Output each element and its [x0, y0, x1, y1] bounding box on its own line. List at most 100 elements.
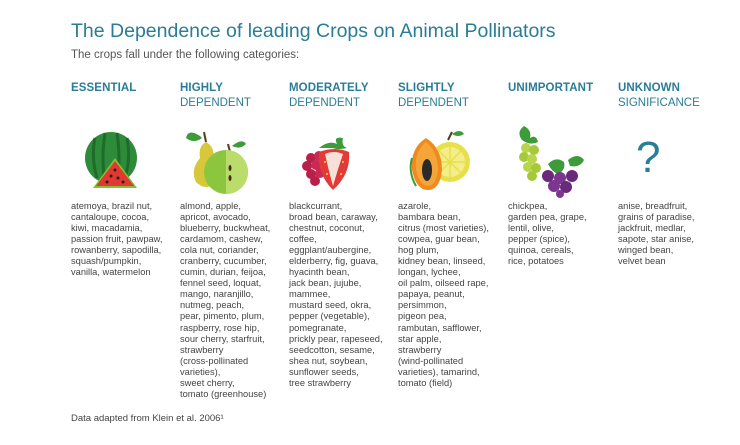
crop-line: pigeon pea,	[398, 311, 447, 322]
category-moderately-dependent: MODERATELY DEPENDENT blackcurrant, broad…	[289, 81, 397, 388]
category-essential: ESSENTIAL atemoya, brazil nut, cantaloup…	[71, 81, 179, 277]
crop-line: almond, apple,	[180, 201, 241, 211]
category-subheading: DEPENDENT	[398, 97, 469, 109]
crop-list: atemoya, brazil nut, cantaloupe, cocoa, …	[71, 201, 181, 278]
crop-line: seedcotton, sesame,	[289, 344, 375, 355]
crop-line: squash/pumpkin,	[71, 256, 142, 267]
crop-line: coffee,	[289, 234, 317, 245]
crop-line: rambutan, safflower,	[398, 322, 482, 333]
crop-line: anise, breadfruit,	[618, 201, 688, 211]
crop-line: bambara bean,	[398, 212, 461, 223]
crop-line: passion fruit, pawpaw,	[71, 234, 163, 245]
crop-line: pomegranate,	[289, 322, 347, 333]
crop-line: persimmon,	[398, 300, 447, 311]
crop-line: azarole,	[398, 201, 432, 211]
crop-line: kiwi, macadamia,	[71, 223, 143, 234]
crop-line: mango, naranjillo,	[180, 289, 254, 300]
category-heading: MODERATELY	[289, 82, 369, 94]
crop-line: quinoa, cereals,	[508, 245, 574, 256]
crop-line: strawberry	[398, 344, 442, 355]
crop-line: cantaloupe, cocoa,	[71, 212, 150, 223]
category-heading: UNKNOWN	[618, 82, 681, 94]
category-slightly-dependent: SLIGHTLY DEPENDENT azarole, bambara bean…	[398, 81, 506, 388]
crop-list: blackcurrant, broad bean, caraway, chest…	[289, 201, 399, 389]
crop-line: (wind-pollinated	[398, 355, 464, 366]
crop-line: nutmeg, peach,	[180, 300, 245, 311]
crop-line: vanilla, watermelon	[71, 267, 151, 278]
crop-line: sapote, star anise,	[618, 234, 694, 245]
crop-line: varieties),	[180, 366, 221, 377]
category-highly-dependent: HIGHLY DEPENDENT almond, apple, apricot,…	[180, 81, 288, 399]
pear-apple-icon	[186, 131, 248, 194]
crop-line: cranberry, cucumber,	[180, 256, 267, 267]
crop-list: azarole, bambara bean, citrus (most vari…	[398, 201, 508, 389]
crop-list: chickpea, garden pea, grape, lentil, oli…	[508, 201, 618, 267]
crop-line: jackfruit, medlar,	[618, 223, 686, 234]
crop-line: strawberry	[180, 344, 224, 355]
crop-line: papaya, peanut,	[398, 289, 465, 300]
question-mark-icon: ?	[636, 133, 661, 182]
category-unimportant: UNIMPORTANT chickpea, garden pea, grape,…	[508, 81, 616, 266]
crop-list: anise, breadfruit, grains of paradise, j…	[618, 201, 728, 267]
crop-line: winged bean,	[618, 245, 674, 256]
crop-list: almond, apple, apricot, avocado, blueber…	[180, 201, 290, 400]
crop-line: cumin, durian, feijoa,	[180, 267, 266, 278]
crop-line: grains of paradise,	[618, 212, 695, 223]
crop-line: tomato (field)	[398, 377, 453, 388]
page-title: The Dependence of leading Crops on Anima…	[71, 20, 556, 42]
crop-line: chestnut, coconut,	[289, 223, 365, 234]
crop-line: hog plum,	[398, 245, 439, 256]
strawberry-raspberry-icon	[302, 137, 350, 190]
crop-line: pear, pimento, plum,	[180, 311, 265, 322]
page-subtitle: The crops fall under the following categ…	[71, 49, 300, 61]
category-heading: SLIGHTLY	[398, 82, 455, 94]
crop-line: fennel seed, loquat,	[180, 278, 262, 289]
crop-line: apricot, avocado,	[180, 212, 251, 223]
crop-line: velvet bean	[618, 256, 666, 267]
crop-line: star apple,	[398, 333, 442, 344]
crop-line: pepper (vegetable),	[289, 311, 370, 322]
crop-line: (cross-pollinated	[180, 355, 249, 366]
crop-line: mustard seed, okra,	[289, 300, 372, 311]
crop-line: blackcurrant,	[289, 201, 343, 211]
category-unknown-significance: UNKNOWN SIGNIFICANCE ? anise, breadfruit…	[618, 81, 726, 266]
crop-line: varieties), tamarind,	[398, 366, 480, 377]
crop-line: garden pea, grape,	[508, 212, 587, 223]
crop-line: lentil, olive,	[508, 223, 554, 234]
category-heading: ESSENTIAL	[71, 82, 137, 94]
category-subheading: DEPENDENT	[180, 97, 251, 109]
crop-line: cardamom, cashew,	[180, 234, 263, 245]
crop-line: prickly pear, rapeseed,	[289, 333, 383, 344]
category-subheading: DEPENDENT	[289, 97, 360, 109]
crop-line: eggplant/aubergine,	[289, 245, 372, 256]
crop-line: rowanberry, sapodilla,	[71, 245, 162, 256]
crop-line: chickpea,	[508, 201, 548, 211]
crop-line: tree strawberry	[289, 377, 351, 388]
crop-line: hyacinth bean,	[289, 267, 350, 278]
crop-line: shea nut, soybean,	[289, 355, 368, 366]
footnote-source: Data adapted from Klein et al. 2006¹	[71, 413, 224, 424]
crop-line: broad bean, caraway,	[289, 212, 378, 223]
watermelon-icon	[85, 132, 137, 188]
crop-line: kidney bean, linseed,	[398, 256, 486, 267]
crop-line: pepper (spice),	[508, 234, 571, 245]
grapes-icon	[519, 126, 584, 198]
category-subheading: SIGNIFICANCE	[618, 97, 700, 109]
crop-line: blueberry, buckwheat,	[180, 223, 271, 234]
crop-line: atemoya, brazil nut,	[71, 201, 153, 211]
crop-line: sour cherry, starfruit,	[180, 333, 265, 344]
crop-line: oil palm, oilseed rape,	[398, 278, 489, 289]
papaya-lemon-icon	[409, 131, 470, 190]
crop-line: jack bean, jujube,	[289, 278, 362, 289]
crop-line: sunflower seeds,	[289, 366, 359, 377]
crop-line: tomato (greenhouse)	[180, 388, 267, 399]
crop-line: cola nut, coriander,	[180, 245, 259, 256]
crop-line: elderberry, fig, guava,	[289, 256, 379, 267]
crop-line: raspberry, rose hip,	[180, 322, 260, 333]
crop-line: longan, lychee,	[398, 267, 461, 278]
category-heading: UNIMPORTANT	[508, 82, 594, 94]
category-heading: HIGHLY	[180, 82, 223, 94]
crop-line: mammee,	[289, 289, 331, 300]
crop-line: rice, potatoes	[508, 256, 564, 267]
crop-line: citrus (most varieties),	[398, 223, 489, 234]
